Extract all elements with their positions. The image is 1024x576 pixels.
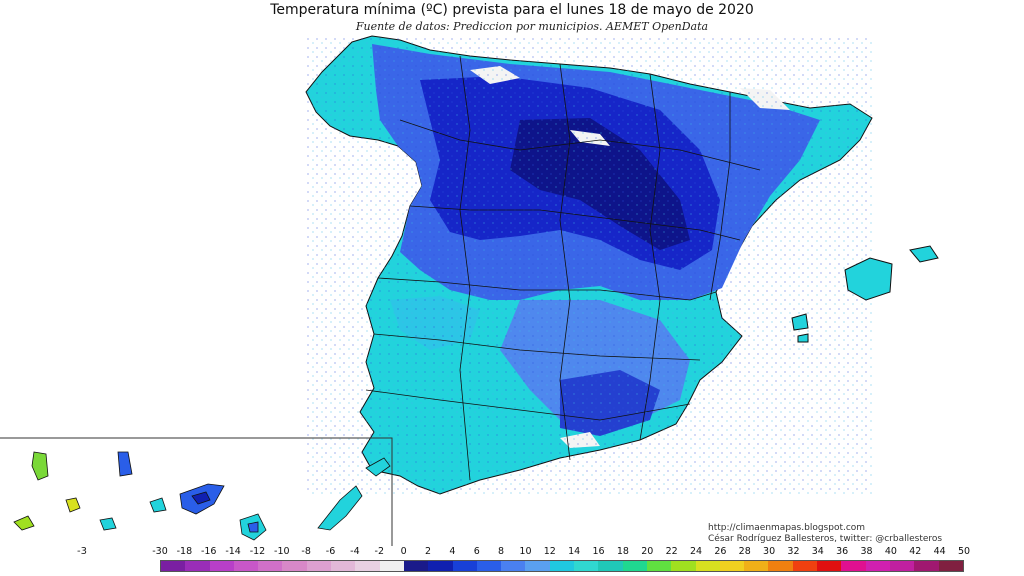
legend-swatch: [695, 561, 720, 571]
legend-tick-label: 30: [763, 546, 776, 557]
legend-swatch: [258, 561, 283, 571]
legend-swatch: [646, 561, 672, 571]
legend-swatch: [233, 561, 259, 571]
legend-swatch: [476, 561, 502, 571]
legend-swatch: [671, 561, 696, 571]
page-subtitle: Fuente de datos: Prediccion por municipi…: [355, 20, 709, 33]
legend-tick-label: 14: [568, 546, 581, 557]
legend-swatch: [744, 561, 769, 571]
legend-swatch: [403, 561, 429, 571]
stray-tick-label: -3: [77, 546, 87, 557]
canary-fuerteventura: [317, 485, 363, 531]
legend-swatch: [331, 561, 356, 571]
canary-lanzarote: [365, 457, 391, 477]
legend-swatch: [355, 561, 380, 571]
legend-tick-label: 4: [449, 546, 456, 557]
legend-tick-label: -6: [325, 546, 336, 557]
balearic-mallorca: [844, 257, 893, 301]
legend-swatch: [282, 561, 307, 571]
legend-swatch: [622, 561, 647, 571]
legend-tick-label: 24: [689, 546, 703, 557]
legend-tick-label: 28: [738, 546, 751, 557]
legend-swatch: [574, 561, 599, 571]
legend-swatch: [865, 561, 890, 571]
legend-tick-label: 18: [616, 546, 629, 557]
legend-swatch: [768, 561, 793, 571]
legend-tick-label: -2: [374, 546, 385, 557]
legend-tick-label: -16: [200, 546, 217, 557]
legend-tick-label: 6: [473, 546, 480, 557]
legend-tick-label: 32: [787, 546, 800, 557]
legend-tick-label: -30: [152, 546, 168, 557]
canary-islands: [13, 451, 391, 541]
legend-tick-label: 34: [811, 546, 824, 557]
legend-tick-label: 26: [714, 546, 727, 557]
legend-swatch: [379, 561, 404, 571]
legend-swatch: [598, 561, 623, 571]
legend-tick-label: -4: [350, 546, 360, 557]
legend-tick-label: 8: [498, 546, 505, 557]
canary-el-hierro: [13, 515, 35, 531]
legend-tick-label: 22: [665, 546, 678, 557]
legend-tick-label: 20: [641, 546, 654, 557]
legend-swatch: [719, 561, 745, 571]
legend-tick-label: -8: [301, 546, 311, 557]
legend-tick-label: 40: [884, 546, 897, 557]
legend-tick-label: -12: [249, 546, 266, 557]
legend-swatch: [428, 561, 453, 571]
legend-swatch: [306, 561, 332, 571]
legend-swatch: [817, 561, 842, 571]
legend-swatch: [841, 561, 866, 571]
legend-tick-label: 44: [933, 546, 946, 557]
legend-tick-label: 12: [543, 546, 556, 557]
balearic-ibiza: [791, 313, 809, 331]
legend-tick-label: -18: [176, 546, 193, 557]
legend-swatch: [185, 561, 210, 571]
legend-tick-label: -10: [274, 546, 290, 557]
author-credit: César Rodríguez Ballesteros, twitter: @c…: [708, 534, 943, 544]
legend-color-bar: [160, 560, 964, 572]
legend-swatch: [549, 561, 575, 571]
canary-inset-border: [0, 437, 393, 546]
legend-tick-label: 38: [860, 546, 873, 557]
color-legend: -30 -18 -16 -14 -12 -10 -8 -6 -4 -2 0 2 4 6 8 10 12 14 16 1…: [152, 546, 970, 574]
legend-swatch: [161, 561, 186, 571]
legend-swatch: [501, 561, 526, 571]
legend-swatch: [452, 561, 477, 571]
canary-la-palma: [31, 451, 49, 481]
legend-tick-label: 16: [592, 546, 605, 557]
canary-la-gomera: [65, 497, 81, 513]
province-borders: [365, 55, 761, 481]
legend-tick-label: 50: [957, 546, 971, 557]
legend-swatch: [914, 561, 939, 571]
balearic-menorca: [909, 245, 939, 263]
legend-tick-label: -14: [225, 546, 241, 557]
legend-tick-label: 0: [400, 546, 407, 557]
legend-tick-label: 10: [519, 546, 532, 557]
legend-tick-labels: -30 -18 -16 -14 -12 -10 -8 -6 -4 -2 0 2 4 6 8 10 12 14 16 1…: [152, 546, 970, 558]
legend-swatch: [889, 561, 915, 571]
legend-swatch: [792, 561, 818, 571]
balearic-formentera: [797, 333, 809, 343]
page-title: Temperatura mínima (ºC) prevista para el…: [270, 2, 754, 18]
legend-swatch: [938, 561, 963, 571]
legend-tick-label: 42: [909, 546, 922, 557]
legend-swatch: [525, 561, 550, 571]
legend-swatch: [209, 561, 234, 571]
legend-tick-label: 2: [424, 546, 432, 557]
legend-tick-label: 36: [836, 546, 849, 557]
source-url: http://climaenmapas.blogspot.com: [708, 523, 866, 533]
